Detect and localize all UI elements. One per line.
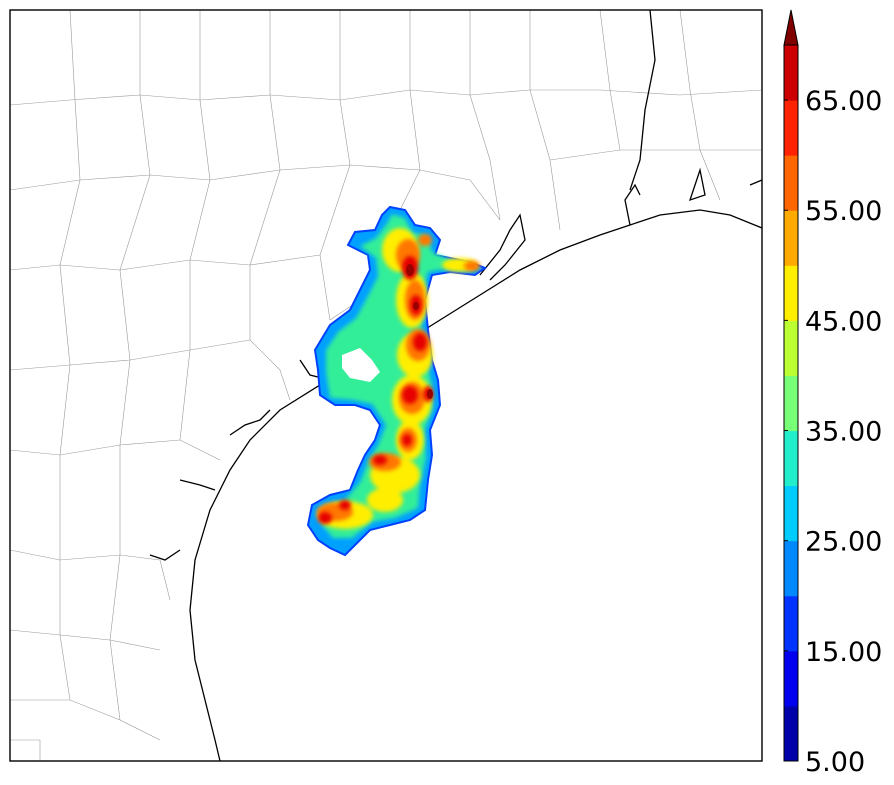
colorbar-segment bbox=[784, 155, 798, 211]
colorbar-segment bbox=[784, 540, 798, 597]
colorbar-segment bbox=[784, 595, 798, 652]
county-boundaries bbox=[10, 10, 762, 761]
reflectivity-inner-shape bbox=[322, 214, 475, 538]
colorbar-tick-label: 5.00 bbox=[805, 747, 865, 778]
colorbar-segment bbox=[784, 430, 798, 487]
colorbar-segment bbox=[784, 210, 798, 266]
colorbar-tick-label: 55.00 bbox=[805, 196, 882, 227]
colorbar: 5.00 15.00 25.00 35.00 45.00 55.00 65.00 bbox=[783, 9, 882, 778]
clear-area bbox=[342, 348, 380, 382]
colorbar-segments bbox=[784, 45, 798, 762]
colorbar-segment bbox=[784, 650, 798, 707]
colorbar-ticks: 5.00 15.00 25.00 35.00 45.00 55.00 65.00 bbox=[784, 86, 882, 778]
colorbar-tick-label: 45.00 bbox=[805, 306, 882, 337]
colorbar-segment bbox=[784, 705, 798, 762]
colorbar-outline bbox=[783, 44, 799, 762]
colorbar-tick-label: 65.00 bbox=[805, 86, 882, 117]
colorbar-tick-label: 15.00 bbox=[805, 637, 882, 668]
map-panel bbox=[10, 10, 762, 761]
colorbar-segment bbox=[784, 485, 798, 542]
colorbar-tick-label: 25.00 bbox=[805, 527, 882, 558]
colorbar-extend-arrow bbox=[783, 9, 799, 46]
map-frame bbox=[9, 9, 763, 762]
colorbar-segment bbox=[784, 100, 798, 156]
colorbar-segment bbox=[784, 375, 798, 432]
colorbar-segment bbox=[784, 265, 798, 321]
colorbar-tick-label: 35.00 bbox=[805, 417, 882, 448]
colorbar-segment bbox=[784, 45, 798, 101]
reflectivity-field bbox=[306, 205, 488, 557]
colorbar-segment bbox=[784, 320, 798, 376]
dark-red-cores bbox=[406, 264, 433, 399]
